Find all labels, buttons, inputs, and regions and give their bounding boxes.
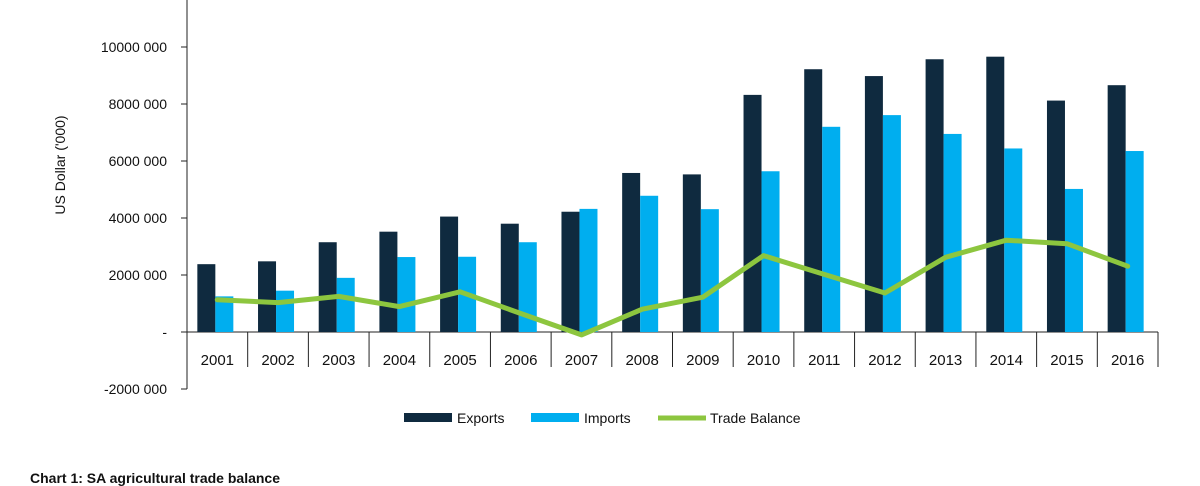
x-tick-label: 2011 — [808, 352, 840, 369]
imports-bar — [822, 126, 841, 332]
x-tick-label: 2009 — [686, 352, 719, 369]
y-tick-label: -2000 000 — [104, 381, 167, 397]
imports-bar — [397, 257, 416, 332]
x-tick-label: 2003 — [322, 352, 355, 369]
legend-exports-swatch — [404, 413, 452, 422]
trade-balance-line — [214, 237, 1131, 338]
x-tick-label: 2010 — [747, 352, 780, 369]
x-tick-label: 2007 — [565, 352, 598, 369]
legend-imports-label: Imports — [584, 410, 631, 426]
exports-bar — [925, 59, 944, 332]
exports-bar — [622, 172, 641, 332]
x-tick-label: 2002 — [261, 352, 294, 369]
x-tick-label: 2014 — [990, 352, 1023, 369]
exports-bar — [1046, 100, 1065, 332]
x-tick-label: 2004 — [383, 352, 416, 369]
y-tick-label: 6000 000 — [109, 153, 168, 169]
x-tick-label: 2006 — [504, 352, 537, 369]
legend: Exports Imports Trade Balance — [404, 410, 801, 426]
legend-exports-label: Exports — [457, 410, 504, 426]
y-tick-label: 4000 000 — [109, 210, 168, 226]
exports-bar — [743, 94, 762, 332]
x-tick-label: 2016 — [1111, 352, 1144, 369]
y-tick-label: 8000 000 — [109, 96, 168, 112]
imports-bar — [215, 296, 234, 332]
imports-bar — [579, 208, 598, 332]
x-tick-label: 2013 — [929, 352, 962, 369]
x-axis-labels: 2001 2002 2003 2004 2005 2006 2007 2008 2009 2010… — [201, 352, 1145, 369]
exports-bar — [1107, 85, 1126, 332]
exports-bar — [804, 69, 823, 332]
y-axis-ticks: 10000 000 8000 000 6000 000 4000 000 2000 00… — [101, 39, 187, 397]
exports-bar — [561, 211, 580, 332]
bars-group — [197, 56, 1144, 333]
x-tick-label: 2015 — [1050, 352, 1083, 369]
y-tick-label: 2000 000 — [109, 267, 168, 283]
y-tick-label: 10000 000 — [101, 39, 167, 55]
x-tick-label: 2008 — [625, 352, 658, 369]
exports-bar — [318, 242, 337, 332]
imports-bar — [640, 195, 659, 332]
imports-bar — [761, 171, 780, 332]
imports-bar — [336, 277, 355, 332]
imports-bar — [518, 242, 537, 332]
x-axis-ticks — [186, 332, 1159, 367]
exports-bar — [864, 76, 883, 332]
exports-bar — [258, 261, 277, 332]
x-tick-label: 2001 — [201, 352, 234, 369]
exports-bar — [197, 264, 216, 332]
imports-bar — [276, 290, 295, 332]
x-tick-label: 2012 — [868, 352, 901, 369]
imports-bar — [700, 209, 719, 332]
exports-bar — [986, 56, 1005, 332]
exports-bar — [500, 223, 519, 332]
legend-imports-swatch — [531, 413, 579, 422]
exports-bar — [440, 216, 459, 332]
exports-bar — [682, 174, 701, 332]
exports-bar — [379, 231, 398, 332]
imports-bar — [943, 133, 962, 332]
trade-balance-line-group — [214, 237, 1131, 338]
chart-caption: Chart 1: SA agricultural trade balance — [30, 470, 280, 486]
y-tick-label: - — [162, 324, 167, 340]
imports-bar — [882, 115, 901, 333]
imports-bar — [1125, 151, 1144, 332]
x-tick-label: 2005 — [443, 352, 476, 369]
imports-bar — [1064, 188, 1083, 332]
legend-trade-balance-label: Trade Balance — [710, 410, 801, 426]
y-axis-title: US Dollar ('000) — [52, 115, 68, 214]
